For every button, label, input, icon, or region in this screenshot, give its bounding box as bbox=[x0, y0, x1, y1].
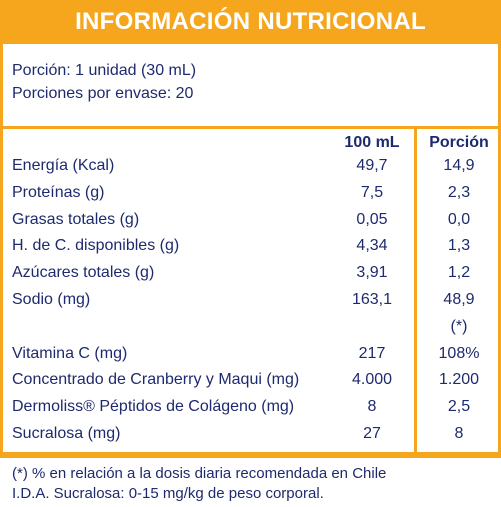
row-label: Azúcares totales (g) bbox=[12, 264, 155, 282]
divider bbox=[0, 452, 501, 455]
value-100ml: 7,5 bbox=[360, 183, 384, 201]
value-portion: 1.200 bbox=[438, 371, 480, 389]
servings-per-container: Porciones por envase: 20 bbox=[12, 85, 194, 102]
value-100ml: 4,34 bbox=[356, 237, 388, 255]
row-label: Sodio (mg) bbox=[12, 291, 91, 308]
value-portion: 2,5 bbox=[447, 398, 471, 416]
value-100ml: 3,91 bbox=[356, 264, 388, 282]
row-label: Dermoliss® Péptidos de Colágeno (mg) bbox=[12, 398, 295, 416]
row-label: Energía (Kcal) bbox=[12, 157, 115, 174]
value-100ml: 217 bbox=[358, 344, 386, 362]
divider bbox=[0, 126, 501, 129]
value-100ml: 49,7 bbox=[356, 157, 388, 174]
row-label: Grasas totales (g) bbox=[12, 210, 140, 228]
column-header: Porción bbox=[429, 134, 489, 151]
value-100ml: 8 bbox=[367, 398, 377, 416]
row-label: Concentrado de Cranberry y Maqui (mg) bbox=[12, 371, 300, 389]
value-portion: 48,9 bbox=[443, 291, 475, 308]
footnote: (*) % en relación a la dosis diaria reco… bbox=[12, 465, 387, 482]
footnote: I.D.A. Sucralosa: 0-15 mg/kg de peso cor… bbox=[12, 485, 324, 502]
value-100ml: 4.000 bbox=[351, 371, 393, 389]
value-portion: 0,0 bbox=[447, 210, 471, 228]
value-portion: (*) bbox=[450, 317, 468, 335]
row-label: Proteínas (g) bbox=[12, 183, 105, 201]
value-portion: 108% bbox=[438, 344, 480, 362]
value-portion: 1,3 bbox=[447, 237, 471, 255]
column-divider bbox=[414, 127, 417, 455]
row-label: Sucralosa (mg) bbox=[12, 425, 121, 442]
value-portion: 14,9 bbox=[443, 157, 475, 174]
serving-size: Porción: 1 unidad (30 mL) bbox=[12, 62, 197, 79]
title-bar bbox=[0, 0, 501, 44]
value-100ml: 163,1 bbox=[351, 291, 393, 308]
value-portion: 8 bbox=[454, 425, 464, 442]
column-header: 100 mL bbox=[344, 134, 400, 151]
value-100ml: 0,05 bbox=[356, 210, 388, 228]
value-portion: 1,2 bbox=[447, 264, 471, 282]
row-label: Vitamina C (mg) bbox=[12, 344, 128, 362]
value-portion: 2,3 bbox=[447, 183, 471, 201]
row-label: H. de C. disponibles (g) bbox=[12, 237, 180, 255]
value-100ml: 27 bbox=[363, 425, 381, 442]
title: INFORMACIÓN NUTRICIONAL bbox=[75, 8, 426, 35]
